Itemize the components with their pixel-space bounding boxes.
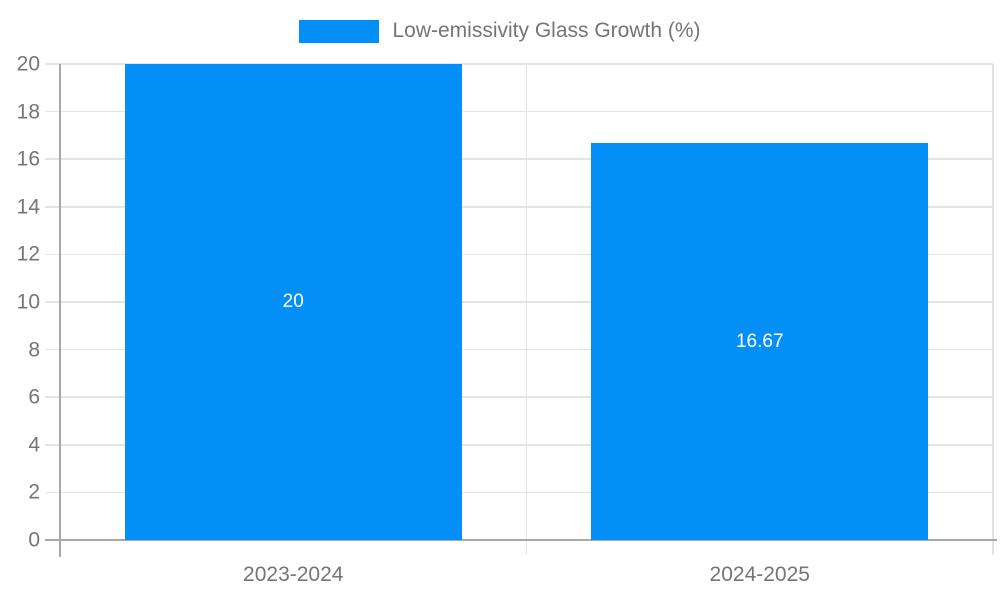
bar-value-label: 20: [282, 291, 304, 312]
legend-item[interactable]: Low-emissivity Glass Growth (%): [299, 19, 701, 43]
y-gridline: [45, 348, 993, 351]
y-axis-tick-label: 8: [28, 338, 40, 362]
y-axis-tick-label: 10: [16, 290, 40, 314]
y-gridline: [45, 301, 993, 303]
bar[interactable]: [591, 143, 929, 540]
y-axis-tick-label: 18: [16, 100, 40, 124]
legend-label: Low-emissivity Glass Growth (%): [392, 19, 701, 42]
y-axis-tick-label: 14: [16, 195, 40, 219]
y-gridline: [45, 63, 993, 65]
legend-swatch-icon: [299, 19, 380, 43]
y-gridline: [45, 158, 993, 160]
y-axis-tick-label: 0: [28, 528, 40, 552]
y-axis-tick-label: 16: [16, 147, 40, 171]
x-axis-tick-label: 2024-2025: [709, 563, 810, 586]
y-gridline: [45, 206, 993, 208]
y-gridline: [45, 253, 993, 256]
x-axis-line: [45, 539, 997, 541]
y-axis-line: [59, 64, 61, 557]
y-axis-tick-label: 4: [28, 433, 40, 457]
y-gridline: [45, 444, 993, 446]
y-axis-tick-label: 6: [28, 385, 40, 409]
y-axis-tick-label: 20: [16, 52, 40, 76]
y-axis-tick-label: 2: [28, 480, 40, 504]
y-gridline: [45, 491, 993, 494]
bar-value-label: 16.67: [735, 330, 784, 352]
y-gridline: [45, 396, 993, 398]
legend: Low-emissivity Glass Growth (%): [0, 17, 1000, 45]
plot-right-border-line: [992, 64, 994, 555]
y-gridline: [45, 110, 993, 113]
bar[interactable]: [124, 64, 462, 540]
category-separator-line: [525, 64, 528, 555]
y-axis-tick-label: 12: [16, 242, 40, 266]
x-axis-tick-label: 2023-2024: [243, 563, 344, 586]
